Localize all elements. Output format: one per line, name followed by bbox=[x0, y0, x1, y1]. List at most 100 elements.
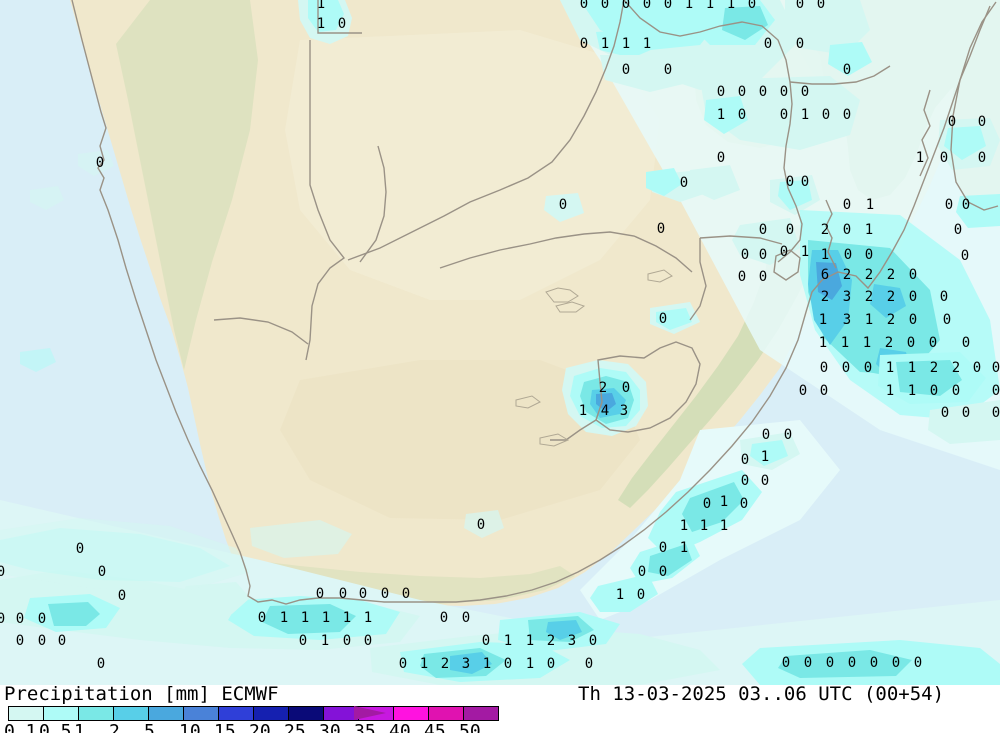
precip-value-label: 2 bbox=[598, 380, 608, 396]
color-scale-segment bbox=[219, 707, 254, 720]
precip-value-label: 0 bbox=[864, 247, 874, 263]
precip-value-label: 0 bbox=[15, 633, 25, 649]
color-scale-tick: 1 bbox=[74, 721, 85, 733]
precip-value-label: 0 bbox=[783, 427, 793, 443]
color-scale-tick: 45 bbox=[424, 721, 446, 733]
color-scale-tick: 10 bbox=[179, 721, 201, 733]
precip-value-label: 0 bbox=[747, 0, 757, 12]
madagascar-coast bbox=[950, 1, 999, 211]
precip-value-label: 0 bbox=[739, 496, 749, 512]
border-namibia-south bbox=[305, 40, 346, 361]
precip-value-label: 1 bbox=[719, 494, 729, 510]
precip-value-label: 0 bbox=[779, 107, 789, 123]
precip-value-label: 0 bbox=[579, 0, 589, 12]
precip-value-label: 0 bbox=[961, 405, 971, 421]
color-scale-segment bbox=[464, 707, 498, 720]
precip-value-label: 0 bbox=[740, 473, 750, 489]
precip-value-label: 0 bbox=[977, 150, 987, 166]
precip-value-label: 0 bbox=[461, 610, 471, 626]
color-scale-overflow-arrow bbox=[354, 706, 386, 720]
precip-value-label: 0 bbox=[658, 311, 668, 327]
precip-value-label: 0 bbox=[737, 107, 747, 123]
precip-value-label: 2 bbox=[886, 289, 896, 305]
precip-value-label: 0 bbox=[740, 247, 750, 263]
precip-value-label: 0 bbox=[779, 244, 789, 260]
precip-value-label: 0 bbox=[785, 222, 795, 238]
precip-value-label: 0 bbox=[0, 564, 6, 580]
precip-value-label: 0 bbox=[358, 586, 368, 602]
precip-value-label: 1 bbox=[482, 656, 492, 672]
precip-value-label: 1 bbox=[419, 656, 429, 672]
precip-value-label: 2 bbox=[951, 360, 961, 376]
precip-value-label: 1 bbox=[840, 335, 850, 351]
precip-value-label: 1 bbox=[525, 656, 535, 672]
precip-value-label: 0 bbox=[913, 655, 923, 671]
precip-value-label: 0 bbox=[819, 383, 829, 399]
precip-value-label: 1 bbox=[363, 610, 373, 626]
color-scale-tick: 30 bbox=[319, 721, 341, 733]
precip-value-label: 2 bbox=[820, 289, 830, 305]
precip-value-label: 0 bbox=[763, 36, 773, 52]
precip-value-label: 0 bbox=[869, 655, 879, 671]
precip-value-label: 1 bbox=[818, 335, 828, 351]
border-freestate bbox=[550, 419, 597, 441]
precip-value-label: 1 bbox=[820, 247, 830, 263]
highland-namibia-west bbox=[116, 0, 258, 370]
precip-value-label: 2 bbox=[820, 222, 830, 238]
precip-value-label: 0 bbox=[716, 84, 726, 100]
precip-value-label: 0 bbox=[803, 655, 813, 671]
border-lesotho bbox=[595, 341, 701, 433]
color-scale-tick: 2 bbox=[109, 721, 120, 733]
precip-value-label: 0 bbox=[758, 222, 768, 238]
precip-value-label: 2 bbox=[864, 267, 874, 283]
precip-value-label: 0 bbox=[928, 335, 938, 351]
precip-value-label: 0 bbox=[95, 155, 105, 171]
precip-value-label: 0 bbox=[663, 62, 673, 78]
precip-value-label: 0 bbox=[363, 633, 373, 649]
precip-value-label: 0 bbox=[821, 107, 831, 123]
precip-value-label: 1 bbox=[862, 335, 872, 351]
precip-value-label: 0 bbox=[785, 174, 795, 190]
precip-value-label: 0 bbox=[842, 62, 852, 78]
precip-value-label: 1 bbox=[760, 449, 770, 465]
salt-pans bbox=[515, 269, 673, 447]
precip-value-label: 0 bbox=[658, 564, 668, 580]
precip-value-label: 1 bbox=[864, 312, 874, 328]
precip-value-label: 0 bbox=[621, 62, 631, 78]
precip-value-label: 1 bbox=[342, 610, 352, 626]
precip-value-label: 3 bbox=[619, 403, 629, 419]
color-scale-tick: 50 bbox=[459, 721, 481, 733]
precip-value-label: 0 bbox=[737, 84, 747, 100]
color-scale-segment bbox=[9, 707, 44, 720]
precip-value-label: 0 bbox=[795, 0, 805, 12]
color-scale-tick: 5 bbox=[144, 721, 155, 733]
precip-value-label: 2 bbox=[546, 633, 556, 649]
precip-value-label: 0 bbox=[842, 107, 852, 123]
precip-value-label: 0 bbox=[702, 496, 712, 512]
precip-value-label: 1 bbox=[615, 587, 625, 603]
precip-value-label: 0 bbox=[940, 405, 950, 421]
precip-value-label: 0 bbox=[588, 633, 598, 649]
precip-value-label: 3 bbox=[842, 312, 852, 328]
precip-value-label: 0 bbox=[342, 633, 352, 649]
precip-value-label: 1 bbox=[316, 16, 326, 32]
border-swaziland bbox=[773, 249, 801, 281]
precip-value-label: 0 bbox=[816, 0, 826, 12]
precip-value-label: 0 bbox=[991, 360, 1000, 376]
precip-value-label: 0 bbox=[637, 564, 647, 580]
color-scale-tick: 15 bbox=[214, 721, 236, 733]
precip-value-label: 1 bbox=[699, 518, 709, 534]
color-scale-segment bbox=[79, 707, 114, 720]
precip-value-label: 0 bbox=[37, 633, 47, 649]
precip-value-label: 1 bbox=[600, 36, 610, 52]
border-botswana-namibia bbox=[317, 0, 362, 34]
precip-value-label: 0 bbox=[96, 656, 106, 672]
precip-value-label: 1 bbox=[865, 197, 875, 213]
precip-value-label: 0 bbox=[584, 656, 594, 672]
precip-value-label: 0 bbox=[546, 656, 556, 672]
precip-value-label: 0 bbox=[939, 150, 949, 166]
precip-value-label: 0 bbox=[842, 222, 852, 238]
precip-value-label: 1 bbox=[320, 633, 330, 649]
